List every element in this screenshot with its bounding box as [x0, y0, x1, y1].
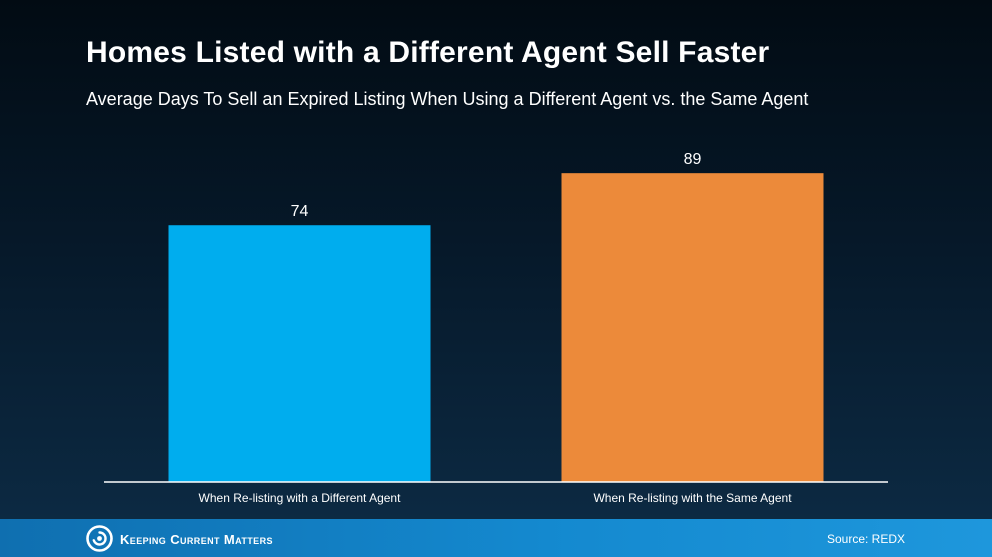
bar-value-label-1: 74	[291, 203, 309, 220]
bar-2	[561, 173, 824, 483]
source-credit: Source: REDX	[826, 532, 905, 546]
category-label-2: When Re-listing with the Same Agent	[593, 491, 792, 505]
chart-title: Homes Listed with a Different Agent Sell…	[86, 36, 770, 69]
category-label-1: When Re-listing with a Different Agent	[199, 491, 402, 505]
bar-1	[168, 225, 431, 482]
chart-subtitle: Average Days To Sell an Expired Listing …	[86, 89, 809, 109]
bar-value-label-2: 89	[684, 151, 702, 168]
footer-bar: Keeping Current Matters Source: REDX	[0, 519, 992, 557]
bar-chart: 74 When Re-listing with a Different Agent…	[168, 151, 824, 505]
swirl-logo-icon	[86, 525, 113, 552]
brand-name: Keeping Current Matters	[120, 532, 273, 547]
